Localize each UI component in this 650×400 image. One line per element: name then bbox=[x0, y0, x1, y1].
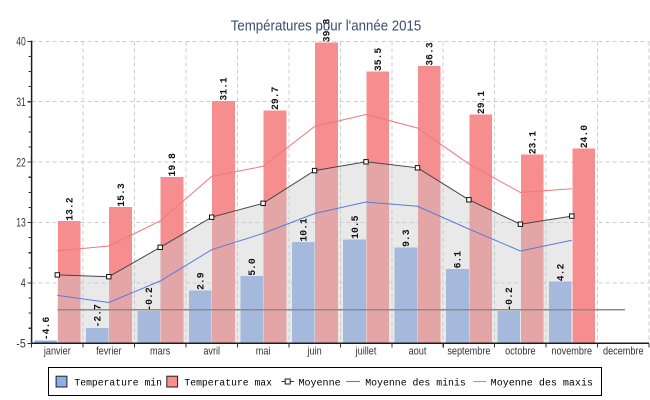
svg-text:-5: -5 bbox=[16, 337, 26, 351]
svg-text:-0.2: -0.2 bbox=[505, 287, 516, 310]
svg-text:13: 13 bbox=[16, 216, 26, 230]
svg-text:31.1: 31.1 bbox=[220, 77, 231, 100]
svg-text:13.2: 13.2 bbox=[65, 197, 76, 220]
svg-text:29.1: 29.1 bbox=[477, 91, 488, 114]
svg-text:novembre: novembre bbox=[552, 346, 593, 358]
svg-text:35.5: 35.5 bbox=[374, 48, 385, 71]
svg-text:24.0: 24.0 bbox=[580, 125, 591, 148]
svg-text:10.1: 10.1 bbox=[299, 218, 310, 241]
svg-text:-2.7: -2.7 bbox=[94, 304, 105, 327]
svg-text:-0.2: -0.2 bbox=[145, 287, 156, 310]
svg-text:10.5: 10.5 bbox=[351, 216, 362, 239]
svg-text:septembre: septembre bbox=[447, 346, 490, 358]
svg-text:mai: mai bbox=[256, 346, 271, 358]
svg-text:Moyenne: Moyenne bbox=[299, 378, 341, 389]
svg-text:Moyenne des maxis: Moyenne des maxis bbox=[491, 377, 593, 389]
svg-text:2.9: 2.9 bbox=[196, 272, 207, 290]
svg-text:-4.6: -4.6 bbox=[42, 317, 53, 340]
svg-text:23.1: 23.1 bbox=[528, 131, 539, 154]
svg-text:4: 4 bbox=[21, 276, 26, 290]
svg-text:Moyenne des minis: Moyenne des minis bbox=[365, 377, 466, 389]
svg-text:4.2: 4.2 bbox=[557, 264, 568, 282]
svg-text:juillet: juillet bbox=[355, 346, 377, 358]
svg-text:29.7: 29.7 bbox=[271, 87, 282, 110]
svg-text:Temperature min: Temperature min bbox=[74, 377, 162, 389]
svg-text:39.8: 39.8 bbox=[323, 19, 334, 42]
svg-text:9.3: 9.3 bbox=[402, 229, 413, 247]
svg-text:36.3: 36.3 bbox=[426, 42, 437, 65]
svg-text:Temperature max: Temperature max bbox=[184, 378, 272, 389]
svg-text:fevrier: fevrier bbox=[96, 346, 122, 358]
svg-text:19.8: 19.8 bbox=[168, 153, 179, 176]
svg-text:40: 40 bbox=[16, 35, 26, 49]
svg-text:5.0: 5.0 bbox=[248, 258, 259, 276]
svg-text:aout: aout bbox=[409, 346, 427, 358]
svg-text:22: 22 bbox=[16, 155, 26, 169]
svg-text:Températures pour l'année 2015: Températures pour l'année 2015 bbox=[231, 18, 422, 35]
svg-text:6.1: 6.1 bbox=[454, 251, 465, 269]
svg-text:mars: mars bbox=[150, 346, 171, 358]
svg-text:31: 31 bbox=[16, 95, 26, 109]
svg-text:15.3: 15.3 bbox=[117, 183, 128, 206]
svg-text:avril: avril bbox=[203, 346, 220, 358]
svg-text:decembre: decembre bbox=[603, 346, 644, 358]
svg-text:juin: juin bbox=[307, 346, 322, 358]
svg-text:octobre: octobre bbox=[505, 346, 536, 358]
svg-text:janvier: janvier bbox=[43, 346, 71, 358]
